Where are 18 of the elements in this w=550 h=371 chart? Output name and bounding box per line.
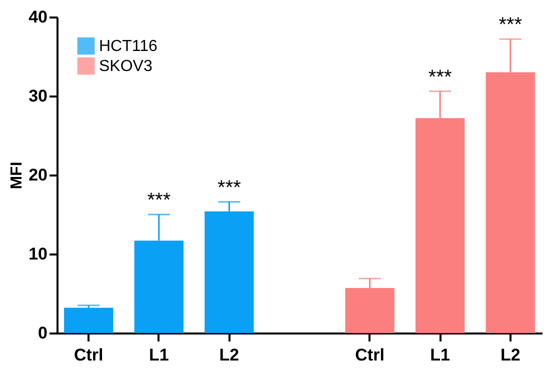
- y-tick-label: 20: [28, 166, 48, 184]
- annotation: ***: [428, 66, 452, 88]
- x-tick-label: Ctrl: [74, 346, 104, 364]
- y-tick-label: 40: [28, 8, 48, 26]
- y-tick-label: 30: [28, 86, 48, 106]
- x-tick-label: L1: [149, 346, 169, 364]
- x-tick-label: L2: [219, 346, 240, 364]
- legend-label: SKOV3: [99, 58, 152, 75]
- y-tick-label: 0: [38, 324, 48, 342]
- annotation: ***: [147, 190, 171, 212]
- x-tick-label: Ctrl: [355, 346, 384, 364]
- annotation: ***: [498, 14, 522, 36]
- annotation: ***: [218, 176, 242, 199]
- x-tick-label: L1: [430, 346, 450, 364]
- legend-label: HCT116: [99, 38, 158, 55]
- y-tick-label: 10: [28, 244, 48, 264]
- x-tick-label: L2: [500, 346, 520, 364]
- y-axis-title: MFI: [8, 162, 26, 190]
